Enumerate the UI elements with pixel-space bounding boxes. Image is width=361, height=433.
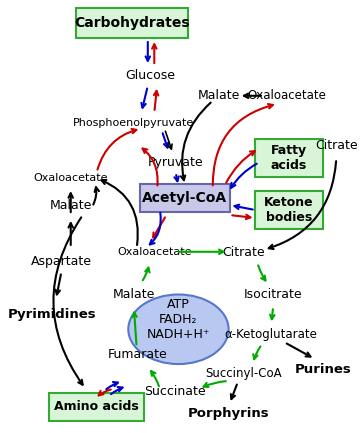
Text: Acetyl-CoA: Acetyl-CoA — [142, 191, 227, 205]
Text: Pyruvate: Pyruvate — [148, 156, 204, 169]
Text: Isocitrate: Isocitrate — [244, 288, 303, 301]
Text: Oxaloacetate: Oxaloacetate — [248, 89, 326, 102]
Text: Oxaloacetate: Oxaloacetate — [34, 173, 108, 183]
Text: Pyrimidines: Pyrimidines — [8, 308, 96, 321]
Text: Fatty
acids: Fatty acids — [271, 144, 307, 172]
Text: Amino acids: Amino acids — [55, 400, 139, 413]
Text: Glucose: Glucose — [126, 69, 175, 82]
FancyBboxPatch shape — [140, 184, 230, 212]
Text: Phosphoenolpyruvate: Phosphoenolpyruvate — [73, 118, 195, 128]
Ellipse shape — [128, 294, 229, 364]
Text: Aspartate: Aspartate — [31, 255, 92, 268]
Text: Malate: Malate — [113, 288, 155, 301]
Text: Porphyrins: Porphyrins — [188, 407, 269, 420]
Text: Malate: Malate — [49, 199, 92, 212]
Text: Succinate: Succinate — [144, 385, 205, 398]
FancyBboxPatch shape — [255, 139, 323, 177]
Text: Ketone
bodies: Ketone bodies — [264, 196, 314, 224]
Text: α-Ketoglutarate: α-Ketoglutarate — [224, 328, 317, 341]
Text: Oxaloacetate: Oxaloacetate — [117, 247, 192, 257]
Text: Citrate: Citrate — [315, 139, 358, 152]
Text: Citrate: Citrate — [222, 246, 265, 259]
Text: Malate: Malate — [198, 89, 240, 102]
FancyBboxPatch shape — [76, 8, 188, 38]
Text: Succinyl-CoA: Succinyl-CoA — [205, 368, 282, 381]
FancyBboxPatch shape — [255, 191, 323, 229]
FancyBboxPatch shape — [49, 393, 144, 421]
Text: Purines: Purines — [295, 362, 352, 375]
Text: ATP
FADH₂
NADH+H⁺: ATP FADH₂ NADH+H⁺ — [147, 298, 210, 341]
Text: Fumarate: Fumarate — [108, 348, 168, 361]
Text: Carbohydrates: Carbohydrates — [74, 16, 190, 30]
